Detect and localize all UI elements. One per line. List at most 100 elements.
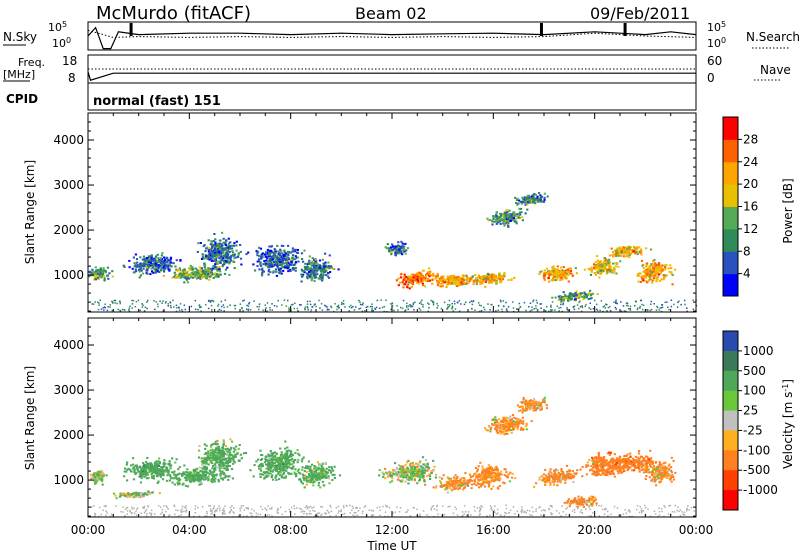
echo-cell [205,466,208,469]
echo-cell [587,298,590,300]
echo-cell [139,268,142,271]
echo-cell [240,457,243,460]
echo-cell [191,276,195,279]
echo-cell [199,473,202,476]
echo-cell [308,259,311,262]
echo-cell [442,279,445,282]
echo-cell [256,260,259,263]
echo-cell [583,291,586,294]
echo-cell [203,244,206,247]
echo-cell [144,464,147,467]
echo-cell [268,465,271,468]
echo-cell [429,270,432,273]
echo-cell [546,195,549,198]
echo-cell [285,466,288,468]
station-title: McMurdo (fitACF) [96,3,251,24]
echo-cell [220,466,223,469]
echo-cell [421,299,423,301]
echo-cell [306,277,309,280]
echo-cell [150,267,153,270]
echo-cell [199,272,202,275]
echo-cell [484,275,487,278]
echo-cell [318,259,322,262]
echo-cell [575,294,578,296]
echo-cell [168,269,171,272]
echo-cell [315,479,319,482]
echo-cell [552,265,555,268]
echo-cell [126,479,129,482]
echo-cell [133,262,136,265]
echo-cell [226,257,229,260]
echo-cell [610,247,613,250]
echo-cell [290,264,293,266]
echo-cell [440,276,443,279]
echo-cell [227,237,230,240]
echo-cell [301,473,305,476]
echo-cell [145,269,148,272]
echo-cell [224,244,227,247]
echo-cell [299,479,302,482]
echo-cell [150,473,153,476]
echo-cell [281,463,284,465]
echo-cell [159,300,161,302]
echo-cell [471,275,474,278]
echo-cell [283,256,286,259]
echo-cell [219,250,222,253]
echo-cell [405,280,408,283]
echo-cell [210,258,213,261]
echo-cell [206,268,209,271]
echo-cell [440,282,443,285]
echo-cell [397,471,400,473]
echo-cell [484,280,487,283]
echo-cell [528,200,531,203]
freq-right-tick-top: 60 [707,54,722,68]
echo-cell [197,276,200,279]
echo-cell [219,242,222,245]
echo-cell [198,449,201,452]
echo-cell [570,298,573,301]
echo-cell [201,463,204,466]
echo-cell [175,458,178,461]
echo-cell [314,469,317,472]
echo-cell [318,467,321,470]
echo-cell [531,306,533,308]
echo-region [123,457,186,484]
echo-cell [513,276,516,279]
echo-cell [176,276,179,278]
echo-cell [186,473,189,476]
echo-cell [136,467,139,470]
echo-cell [472,300,475,302]
echo-cell [212,299,214,302]
echo-cell [537,200,540,203]
echo-cell [328,308,330,311]
echo-cell [402,465,405,468]
echo-cell [524,212,527,215]
echo-cell [206,255,209,258]
echo-cell [287,244,290,247]
echo-cell [576,304,579,306]
echo-cell [411,305,414,308]
echo-cell [100,308,103,310]
echo-cell [313,268,316,271]
echo-cell [309,480,312,483]
echo-cell [266,302,269,304]
echo-cell [146,301,148,303]
echo-cell [216,466,219,469]
echo-cell [259,469,263,472]
echo-cell [228,262,231,265]
echo-cell [108,272,111,275]
echo-cell [149,467,153,470]
echo-cell [280,455,283,457]
echo-cell [664,268,667,271]
echo-cell [308,481,311,483]
echo-cell [656,305,658,308]
echo-cell [418,278,421,281]
echo-cell [130,470,133,473]
echo-cell [658,269,662,272]
echo-cell [288,264,291,267]
echo-cell [663,275,666,278]
echo-region [197,438,248,479]
echo-cell [563,276,566,279]
echo-cell [236,452,239,455]
echo-cell [445,278,448,281]
